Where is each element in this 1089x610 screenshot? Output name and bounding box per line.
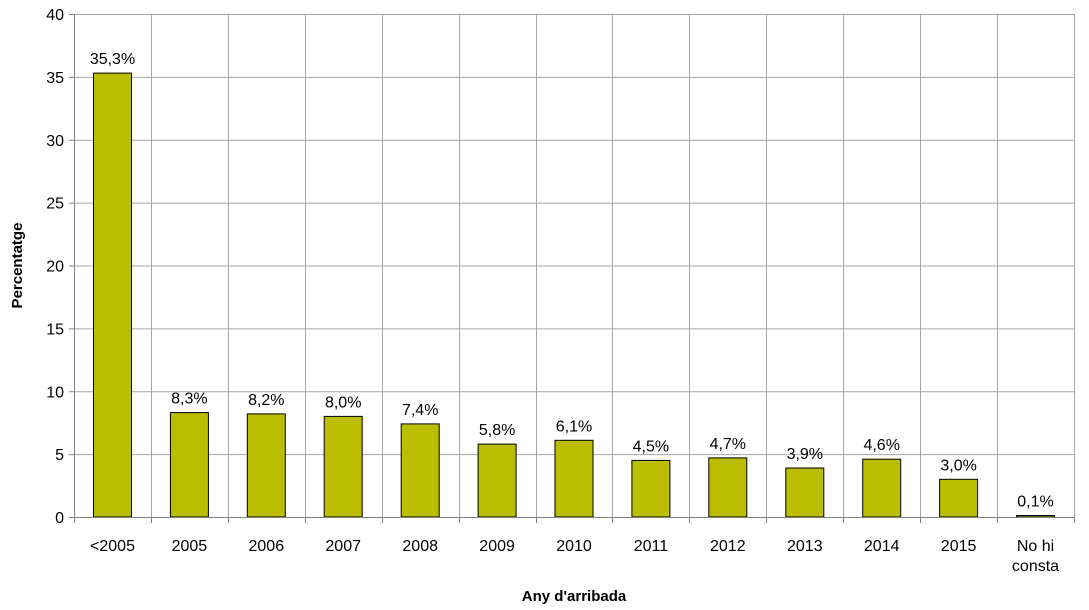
- bar: [477, 443, 517, 518]
- x-tick-labels: <2005 2005 2006 2007 2008 2009 2010 2011 2012 201…: [90, 538, 1059, 575]
- x-tick-label: 2011: [634, 538, 669, 555]
- y-tick-label: 20: [46, 259, 64, 276]
- bar: [939, 478, 979, 518]
- gridlines: [74, 14, 1075, 517]
- x-tick-label: 2015: [941, 538, 977, 555]
- bar: [323, 415, 363, 518]
- bar-data-label: 3,9%: [787, 446, 823, 463]
- bar: [708, 457, 748, 518]
- y-tick-label: 15: [46, 321, 64, 338]
- y-tick-label: 10: [46, 384, 64, 401]
- bar-data-label: 3,0%: [940, 457, 976, 474]
- bar-data-label: 35,3%: [90, 51, 135, 68]
- data-labels: 35,3% 8,3% 8,2% 8,0% 7,4% 5,8% 6,1% 4,5% 4,7% 3,9…: [90, 51, 1054, 510]
- x-tick-label: 2007: [325, 538, 361, 555]
- y-tick-label: 35: [46, 70, 64, 87]
- x-tick-label: 2009: [479, 538, 515, 555]
- x-tick-label: consta: [1012, 558, 1059, 575]
- x-tick-label: No hi: [1017, 538, 1054, 555]
- bar: [554, 439, 594, 518]
- bar: [785, 467, 825, 518]
- y-tick-labels: 0 5 10 15 20 25 30 35 40: [46, 7, 64, 527]
- y-tick-label: 25: [46, 196, 64, 213]
- x-axis-title: Any d'arribada: [522, 588, 627, 605]
- bar: [169, 412, 209, 518]
- bar-data-label: 5,8%: [479, 422, 515, 439]
- bars: [93, 72, 1055, 518]
- bar-data-label: 8,0%: [325, 394, 361, 411]
- x-tick-label: 2012: [710, 538, 746, 555]
- bar: [400, 423, 440, 518]
- y-tick-label: 40: [46, 7, 64, 24]
- x-tick-label: 2013: [787, 538, 823, 555]
- bar: [862, 458, 902, 518]
- bar: [631, 459, 671, 518]
- bar-data-label: 4,5%: [633, 438, 669, 455]
- y-axis-title: Percentatge: [9, 223, 26, 309]
- x-tick-label: 2005: [172, 538, 208, 555]
- bar-data-label: 6,1%: [556, 418, 592, 435]
- y-tick-label: 30: [46, 133, 64, 150]
- x-tick-label: <2005: [90, 538, 135, 555]
- x-tick-label: 2006: [249, 538, 285, 555]
- bar-data-label: 7,4%: [402, 402, 438, 419]
- bar: [246, 413, 286, 518]
- bar: [1016, 515, 1055, 518]
- x-tick-label: 2010: [556, 538, 592, 555]
- axes: [69, 14, 1075, 523]
- x-tick-label: 2008: [402, 538, 438, 555]
- x-tick-label: 2014: [864, 538, 900, 555]
- y-tick-label: 5: [55, 447, 64, 464]
- y-tick-label: 0: [55, 510, 64, 527]
- bar-data-label: 4,7%: [710, 436, 746, 453]
- bar-data-label: 0,1%: [1017, 494, 1053, 511]
- bar: [93, 72, 132, 518]
- bar-data-label: 8,2%: [248, 392, 284, 409]
- bar-data-label: 4,6%: [863, 437, 899, 454]
- bar-data-label: 8,3%: [171, 391, 207, 408]
